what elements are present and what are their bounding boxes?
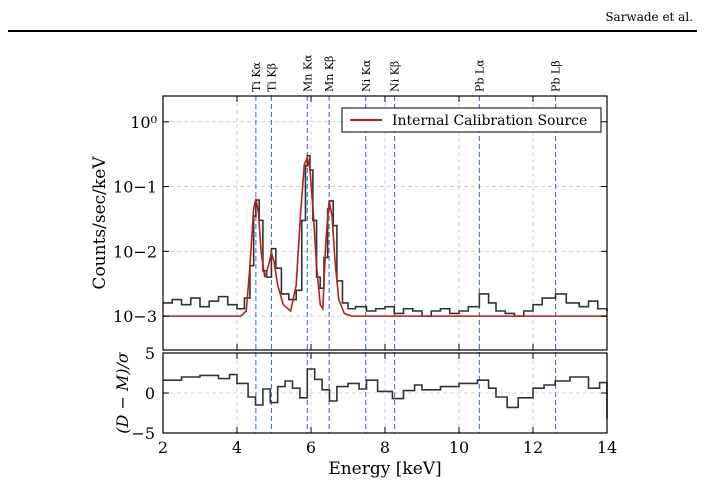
line-label-6: Pb Lα <box>473 59 486 92</box>
model-curve-line <box>163 155 607 317</box>
spectrum-panel: Ti Kα Ti Kβ Mn Kα Mn Kβ Ni Kα Ni Kβ Pb Lα Pb Lβ… <box>90 54 608 433</box>
y-tick-label-2: 10−1 <box>113 178 157 197</box>
x-tick-label-3: 8 <box>380 438 390 457</box>
residual-line <box>163 368 608 419</box>
resid-y-tick-label-0: −5 <box>131 424 155 443</box>
line-label-4: Ni Kα <box>360 59 373 92</box>
x-tick-label-1: 4 <box>232 438 242 457</box>
y-tick-label-3: 10⁰ <box>130 113 157 132</box>
resid-y-tick-label-2: 5 <box>145 344 155 363</box>
line-label-0: Ti Kα <box>250 61 263 92</box>
x-tick-label-2: 6 <box>306 438 316 457</box>
legend-label: Internal Calibration Source <box>392 113 587 129</box>
x-tick-label-4: 10 <box>449 438 469 457</box>
legend-box <box>341 107 602 133</box>
x-tick-label-6: 14 <box>597 438 617 457</box>
y-tick-label-0: 10−3 <box>113 307 157 326</box>
residual-panel: −5 0 5 2 4 6 8 10 12 14 (D − M)/σ Energy [keV] <box>113 344 617 479</box>
author-running-head: Sarwade et al. <box>605 10 693 24</box>
y-ticks-top: 10−3 10−2 10−1 10⁰ <box>113 113 607 326</box>
x-tick-label-5: 12 <box>523 438 543 457</box>
line-label-2: Mn Kα <box>301 54 314 92</box>
y-axis-label-residual: (D − M)/σ <box>113 351 132 434</box>
data-spectrum-line <box>163 154 608 317</box>
x-axis-label: Energy [keV] <box>328 459 441 479</box>
emission-lines: Ti Kα Ti Kβ Mn Kα Mn Kβ Ni Kα Ni Kβ Pb Lα Pb Lβ <box>250 54 563 433</box>
legend: Internal Calibration Source <box>341 107 602 133</box>
resid-y-tick-label-1: 0 <box>145 384 155 403</box>
line-label-7: Pb Lβ <box>550 60 563 92</box>
y-tick-label-1: 10−2 <box>113 242 157 261</box>
header-rule <box>8 30 697 32</box>
page-header: Sarwade et al. <box>0 0 705 40</box>
grid-top <box>163 96 607 350</box>
line-label-1: Ti Kβ <box>265 63 278 92</box>
x-tick-label-0: 2 <box>158 438 168 457</box>
line-label-5: Ni Kβ <box>389 61 402 92</box>
line-label-3: Mn Kβ <box>323 56 336 92</box>
y-axis-label-top: Counts/sec/keV <box>90 156 110 290</box>
